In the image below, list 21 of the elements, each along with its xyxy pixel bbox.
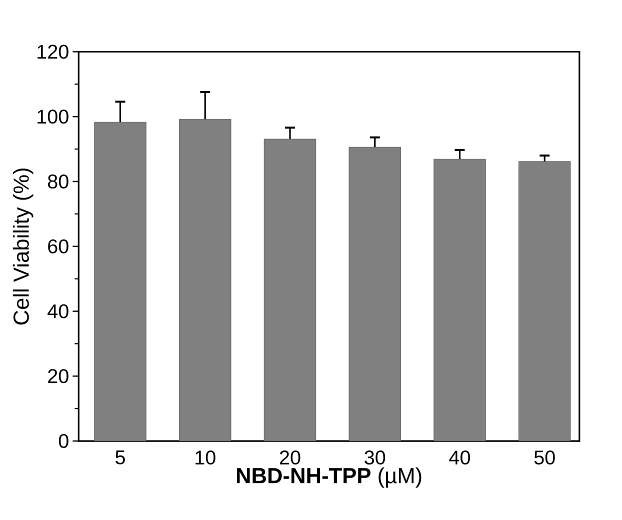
bar bbox=[94, 122, 146, 442]
y-tick-label: 100 bbox=[38, 110, 68, 124]
bar bbox=[264, 138, 316, 442]
y-tick-label: 40 bbox=[48, 304, 68, 318]
bar bbox=[434, 159, 486, 442]
y-axis-title: Cell Viability (%) bbox=[12, 168, 34, 325]
x-tick-label: 40 bbox=[449, 450, 470, 465]
y-tick-label: 0 bbox=[58, 434, 68, 448]
x-tick-label: 5 bbox=[116, 450, 125, 464]
y-tick-label: 80 bbox=[48, 174, 68, 189]
x-tick-label: 50 bbox=[534, 450, 555, 465]
bar bbox=[348, 147, 401, 442]
x-tick-label: 20 bbox=[280, 450, 300, 465]
bar bbox=[179, 119, 232, 442]
x-axis-title: NBD-NH-TPP (µM) bbox=[236, 468, 422, 488]
y-tick-label: 20 bbox=[48, 369, 68, 384]
x-tick-label: 30 bbox=[364, 450, 386, 465]
bar bbox=[518, 161, 571, 442]
y-tick-label: 60 bbox=[48, 240, 68, 254]
y-tick-label: 120 bbox=[38, 44, 68, 59]
x-tick-label: 10 bbox=[196, 450, 216, 465]
